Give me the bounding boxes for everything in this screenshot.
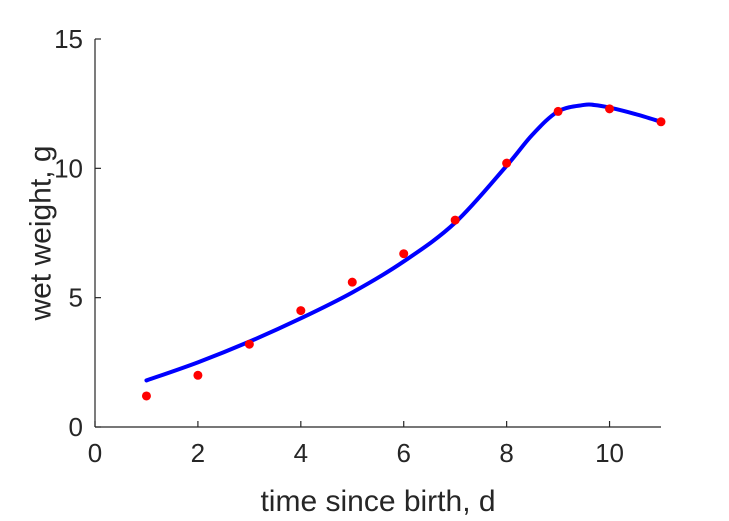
axis-labels: time since birth, d wet weight, g [25, 145, 496, 518]
y-tick-label: 10 [54, 153, 83, 183]
data-point [656, 117, 666, 127]
x-tick-label: 4 [294, 438, 308, 468]
y-tick-label: 0 [69, 412, 83, 442]
data-point [296, 306, 306, 316]
data-point [605, 104, 615, 114]
data-point [244, 339, 254, 349]
y-tick-label: 15 [54, 24, 83, 54]
x-tick-label: 8 [499, 438, 513, 468]
fit-curve [144, 102, 663, 383]
axes: 0 2 4 6 8 10 0 5 10 15 [54, 24, 661, 468]
x-tick-label: 10 [595, 438, 624, 468]
x-tick-label: 2 [191, 438, 205, 468]
data-point [347, 277, 357, 287]
x-tick-label: 0 [88, 438, 102, 468]
series-layer [141, 102, 666, 401]
data-point [553, 106, 563, 116]
x-tick-label: 6 [396, 438, 410, 468]
data-point [450, 215, 460, 225]
data-point [399, 249, 409, 259]
y-tick-label: 5 [69, 283, 83, 313]
data-point [502, 158, 512, 168]
data-point [193, 370, 203, 380]
y-axis-label: wet weight, g [25, 145, 58, 321]
data-point [141, 391, 151, 401]
x-axis-label: time since birth, d [260, 485, 495, 518]
